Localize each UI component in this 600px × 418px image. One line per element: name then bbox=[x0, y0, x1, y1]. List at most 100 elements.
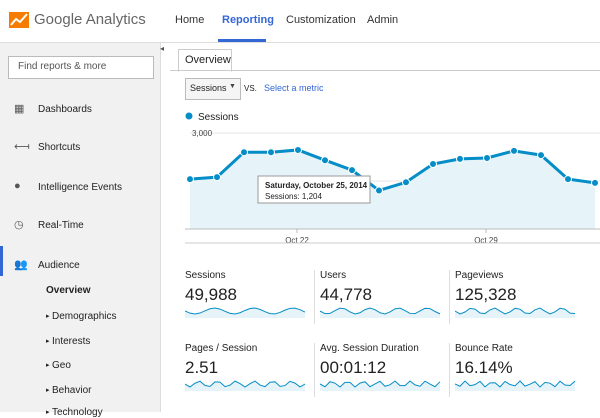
menu-item[interactable]: Real-Time bbox=[38, 220, 84, 231]
spark-line bbox=[455, 380, 576, 388]
logo bbox=[9, 12, 29, 28]
active-bar bbox=[0, 246, 3, 276]
point bbox=[483, 153, 491, 162]
point bbox=[267, 148, 275, 157]
metric-value: 2.51 bbox=[185, 358, 219, 377]
sparkline bbox=[455, 307, 576, 318]
metric-label: Users bbox=[320, 270, 347, 281]
metric-value: 125,328 bbox=[455, 285, 517, 304]
point bbox=[375, 186, 383, 195]
submenu-arrow: ▸ bbox=[46, 313, 50, 320]
point bbox=[186, 175, 194, 184]
tooltip bbox=[257, 175, 371, 204]
metric-divider bbox=[449, 343, 450, 397]
spark-area bbox=[185, 308, 305, 318]
collapse[interactable]: ◂ bbox=[160, 44, 165, 53]
menu-icon: ▦ bbox=[14, 103, 25, 115]
spark-area bbox=[185, 381, 305, 391]
sparkline bbox=[455, 380, 576, 391]
metric-divider bbox=[314, 270, 315, 324]
menu-item[interactable]: Audience bbox=[38, 260, 80, 271]
metric-label: Bounce Rate bbox=[455, 343, 513, 354]
metric-label: Pages / Session bbox=[185, 343, 258, 354]
spark-line bbox=[320, 380, 441, 388]
product: Google Analytics bbox=[34, 11, 146, 28]
submenu-arrow: ▸ bbox=[46, 338, 50, 345]
x-tick-label: Oct 22 bbox=[285, 236, 309, 245]
sparkline bbox=[320, 307, 441, 318]
submenu-arrow: ▸ bbox=[46, 362, 50, 369]
point bbox=[240, 148, 248, 157]
metric-value: 44,778 bbox=[320, 285, 372, 304]
nav-underline bbox=[218, 39, 266, 42]
top-bar: Google Analytics Home Reporting Customiz… bbox=[0, 0, 600, 43]
submenu-item[interactable]: Overview bbox=[46, 285, 91, 296]
legend-label: Sessions bbox=[198, 112, 239, 123]
submenu-arrow: ▸ bbox=[46, 409, 50, 416]
tab[interactable] bbox=[178, 49, 232, 72]
tab-label[interactable]: Overview bbox=[185, 54, 231, 66]
submenu-item[interactable]: Demographics bbox=[52, 311, 117, 322]
spark-area bbox=[320, 381, 440, 391]
nav[interactable]: Admin bbox=[367, 14, 399, 26]
line bbox=[189, 148, 596, 193]
search[interactable]: Find reports & more bbox=[18, 61, 107, 72]
metric-divider bbox=[449, 270, 450, 324]
sparkline bbox=[185, 380, 306, 391]
area bbox=[190, 149, 595, 229]
dropdown-arrow: ▼ bbox=[229, 83, 236, 90]
metric-divider bbox=[314, 343, 315, 397]
metric-value: 16.14% bbox=[455, 358, 513, 377]
point bbox=[213, 173, 221, 182]
point bbox=[402, 178, 410, 187]
menu-icon: 👥 bbox=[14, 259, 28, 271]
point bbox=[429, 160, 437, 169]
point bbox=[456, 154, 464, 163]
tooltip-text: Sessions: 1,204 bbox=[265, 192, 322, 201]
sidebar: Find reports & more ▦ Dashboards ⟻ Shortcut… bbox=[0, 43, 161, 418]
submenu-item[interactable]: Geo bbox=[52, 360, 71, 371]
nav[interactable]: Reporting bbox=[222, 14, 274, 26]
nav[interactable]: Customization bbox=[286, 14, 356, 26]
submenu-arrow: ▸ bbox=[46, 387, 50, 394]
point bbox=[564, 175, 572, 184]
point bbox=[348, 166, 356, 175]
submenu-item[interactable]: Technology bbox=[52, 407, 103, 418]
point bbox=[591, 178, 599, 187]
metric-label: Sessions bbox=[185, 270, 226, 281]
spark-line bbox=[185, 380, 306, 388]
point bbox=[294, 145, 302, 154]
submenu-item[interactable]: Behavior bbox=[52, 385, 92, 396]
metric-label: Avg. Session Duration bbox=[320, 343, 419, 354]
metric-dropdown[interactable] bbox=[185, 78, 241, 100]
tooltip-title: Saturday, October 25, 2014 bbox=[265, 181, 368, 190]
spark-line bbox=[320, 307, 441, 315]
sparkline bbox=[185, 307, 306, 318]
point bbox=[537, 151, 545, 160]
menu-icon: ◷ bbox=[14, 219, 24, 231]
select-metric[interactable]: Select a metric bbox=[264, 83, 324, 93]
spark-area bbox=[455, 308, 575, 318]
spark-line bbox=[185, 307, 306, 315]
metric-value: 49,988 bbox=[185, 285, 237, 304]
menu-icon: ⟻ bbox=[14, 141, 30, 153]
metric-label: Pageviews bbox=[455, 270, 504, 281]
x-tick-label: Oct 29 bbox=[474, 236, 498, 245]
point bbox=[510, 146, 518, 155]
metric[interactable]: Sessions bbox=[190, 83, 227, 93]
metric-value: 00:01:12 bbox=[320, 358, 387, 377]
menu-icon: ● bbox=[14, 180, 21, 192]
search-box[interactable] bbox=[8, 56, 154, 79]
tab-line bbox=[170, 70, 600, 71]
submenu-item[interactable]: Interests bbox=[52, 336, 91, 347]
y-tick-label: 3,000 bbox=[192, 129, 213, 138]
menu-item[interactable]: Dashboards bbox=[38, 104, 92, 115]
menu-item[interactable]: Intelligence Events bbox=[38, 182, 122, 193]
nav[interactable]: Home bbox=[175, 14, 205, 26]
point bbox=[321, 156, 329, 165]
menu-item[interactable]: Shortcuts bbox=[38, 142, 81, 153]
vs: VS. bbox=[244, 84, 257, 93]
legend-dot bbox=[185, 112, 193, 120]
spark-line bbox=[455, 307, 576, 315]
